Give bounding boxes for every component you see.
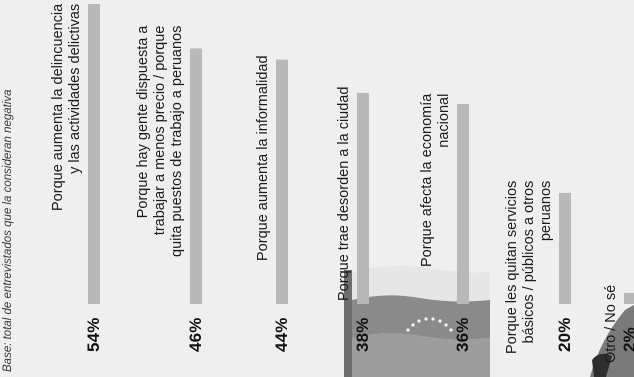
flag-graphic (344, 265, 634, 377)
category-label-line: Porque hay gente dispuesta a (135, 26, 151, 219)
category-label-line: Porque aumenta la informalidad (255, 55, 271, 261)
category-label: Porque hay gente dispuesta a trabajar a m… (135, 26, 186, 257)
category-label: Porque trae desorden a la ciudad (336, 86, 353, 300)
category-label-line: básicos / públicos a otros (521, 180, 537, 344)
value-label: 44% (272, 317, 291, 352)
category-label-line: Porque aumenta la delincuencia (50, 3, 66, 211)
value-label: 38% (353, 317, 372, 352)
category-label-line: y las actividades delictivas (67, 3, 83, 174)
bar (357, 92, 369, 304)
category-label: Porque aumenta la informalidad (255, 55, 272, 261)
value-label: 46% (186, 317, 205, 352)
bar (88, 4, 100, 304)
value-label: 36% (453, 317, 472, 352)
category-label-line: peruanos (538, 180, 554, 242)
bar (624, 292, 634, 304)
category-label-line: Porque les quitan servicios (504, 180, 520, 354)
category-label: Porque aumenta la delincuencia y las acti… (50, 4, 84, 211)
category-label: Porque afecta la economía nacional (419, 94, 453, 267)
bar (457, 104, 469, 304)
value-label: 2% (620, 327, 634, 352)
value-label: 54% (84, 317, 103, 352)
bar (559, 192, 571, 304)
bar (276, 59, 288, 304)
category-label-line: quita puestos de trabajo a peruanos (169, 26, 185, 258)
category-label-line: Porque trae desorden a la ciudad (336, 86, 352, 301)
value-label: 20% (555, 317, 574, 352)
bar (190, 48, 202, 304)
category-label: Porque les quitan servicios básicos / púb… (504, 181, 555, 354)
category-label-line: trabajar a menos precio / porque (152, 26, 168, 236)
category-label-line: nacional (436, 93, 452, 148)
category-label: Otro / No sé (603, 285, 620, 363)
category-label-line: Otro / No sé (603, 284, 619, 363)
base-note: Base: total de entrevistados que la cons… (2, 89, 14, 372)
category-label-line: Porque afecta la economía (419, 93, 435, 267)
